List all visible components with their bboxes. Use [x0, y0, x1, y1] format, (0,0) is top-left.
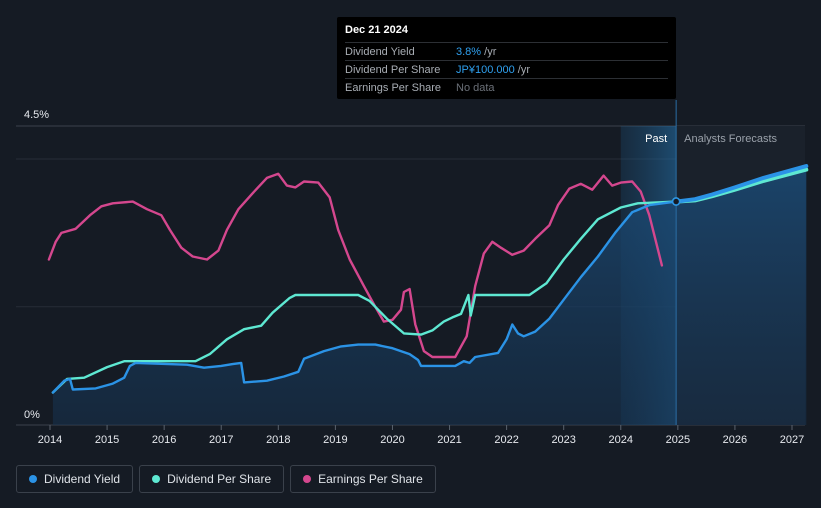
earnings-per-share-line	[47, 172, 664, 359]
dividend-per-share-line	[51, 200, 678, 394]
y-axis-bottom-label: 0%	[24, 409, 40, 421]
forecast-region-label: Analysts Forecasts	[684, 133, 777, 145]
x-tick-label: 2027	[780, 434, 804, 446]
hover-markers	[671, 197, 681, 206]
dividend-yield-area	[52, 166, 807, 425]
tooltip-value: JP¥100.000	[456, 63, 515, 76]
chart-legend: Dividend Yield Dividend Per Share Earnin…	[16, 465, 436, 493]
tooltip-label: Dividend Per Share	[345, 63, 441, 76]
tooltip-value: No data	[456, 81, 495, 94]
x-tick-label: 2016	[152, 434, 176, 446]
dividend-yield-dot-icon	[29, 475, 37, 483]
earnings-per-share-dot-icon	[303, 475, 312, 483]
legend-label: Earnings Per Share	[318, 472, 423, 486]
tooltip-row-dividend-yield: Dividend Yield 3.8% /yr	[345, 42, 668, 60]
dividend-yield-line	[51, 200, 678, 394]
past-region-label: Past	[645, 133, 667, 145]
x-tick-label: 2019	[323, 434, 347, 446]
x-tick-label: 2025	[666, 434, 690, 446]
hover-tooltip: Dec 21 2024 Dividend Yield 3.8% /yr Divi…	[337, 17, 676, 99]
x-tick-label: 2017	[209, 434, 233, 446]
x-tick-label: 2022	[494, 434, 518, 446]
x-tick-label: 2021	[437, 434, 461, 446]
legend-item-dividend-per-share[interactable]: Dividend Per Share	[139, 465, 285, 493]
x-tick-label: 2014	[38, 434, 62, 446]
x-tick-label: 2023	[551, 434, 575, 446]
legend-label: Dividend Yield	[44, 472, 121, 486]
x-tick-label: 2020	[380, 434, 404, 446]
dividend-yield-forecast-line	[674, 164, 809, 204]
dividend-yield-marker	[671, 197, 681, 206]
tooltip-row-dividend-per-share: Dividend Per Share JP¥100.000 /yr	[345, 60, 668, 78]
legend-item-earnings-per-share[interactable]: Earnings Per Share	[290, 465, 436, 493]
tooltip-unit: /yr	[517, 63, 531, 76]
x-tick-label: 2015	[95, 434, 119, 446]
tooltip-label: Earnings Per Share	[345, 81, 441, 94]
x-tick-label: 2024	[609, 434, 633, 446]
legend-item-dividend-yield[interactable]: Dividend Yield	[16, 465, 134, 493]
y-axis-top-label: 4.5%	[24, 109, 49, 121]
legend-label: Dividend Per Share	[167, 472, 272, 486]
series-lines	[47, 164, 809, 394]
x-tick-label: 2018	[266, 434, 290, 446]
x-axis-ticks: 2014 2015 2016 2017 2018 2019 2020 2021 2022 2023…	[38, 425, 804, 446]
tooltip-unit: /yr	[484, 45, 497, 58]
tooltip-row-earnings-per-share: Earnings Per Share No data	[345, 78, 668, 96]
tooltip-value: 3.8%	[456, 45, 482, 58]
dividend-per-share-dot-icon	[152, 475, 161, 483]
tooltip-label: Dividend Yield	[345, 45, 415, 58]
x-tick-label: 2026	[723, 434, 747, 446]
tooltip-date: Dec 21 2024	[345, 24, 408, 36]
chart-canvas: 2014 2015 2016 2017 2018 2019 2020 2021 2022 2023…	[16, 100, 809, 446]
